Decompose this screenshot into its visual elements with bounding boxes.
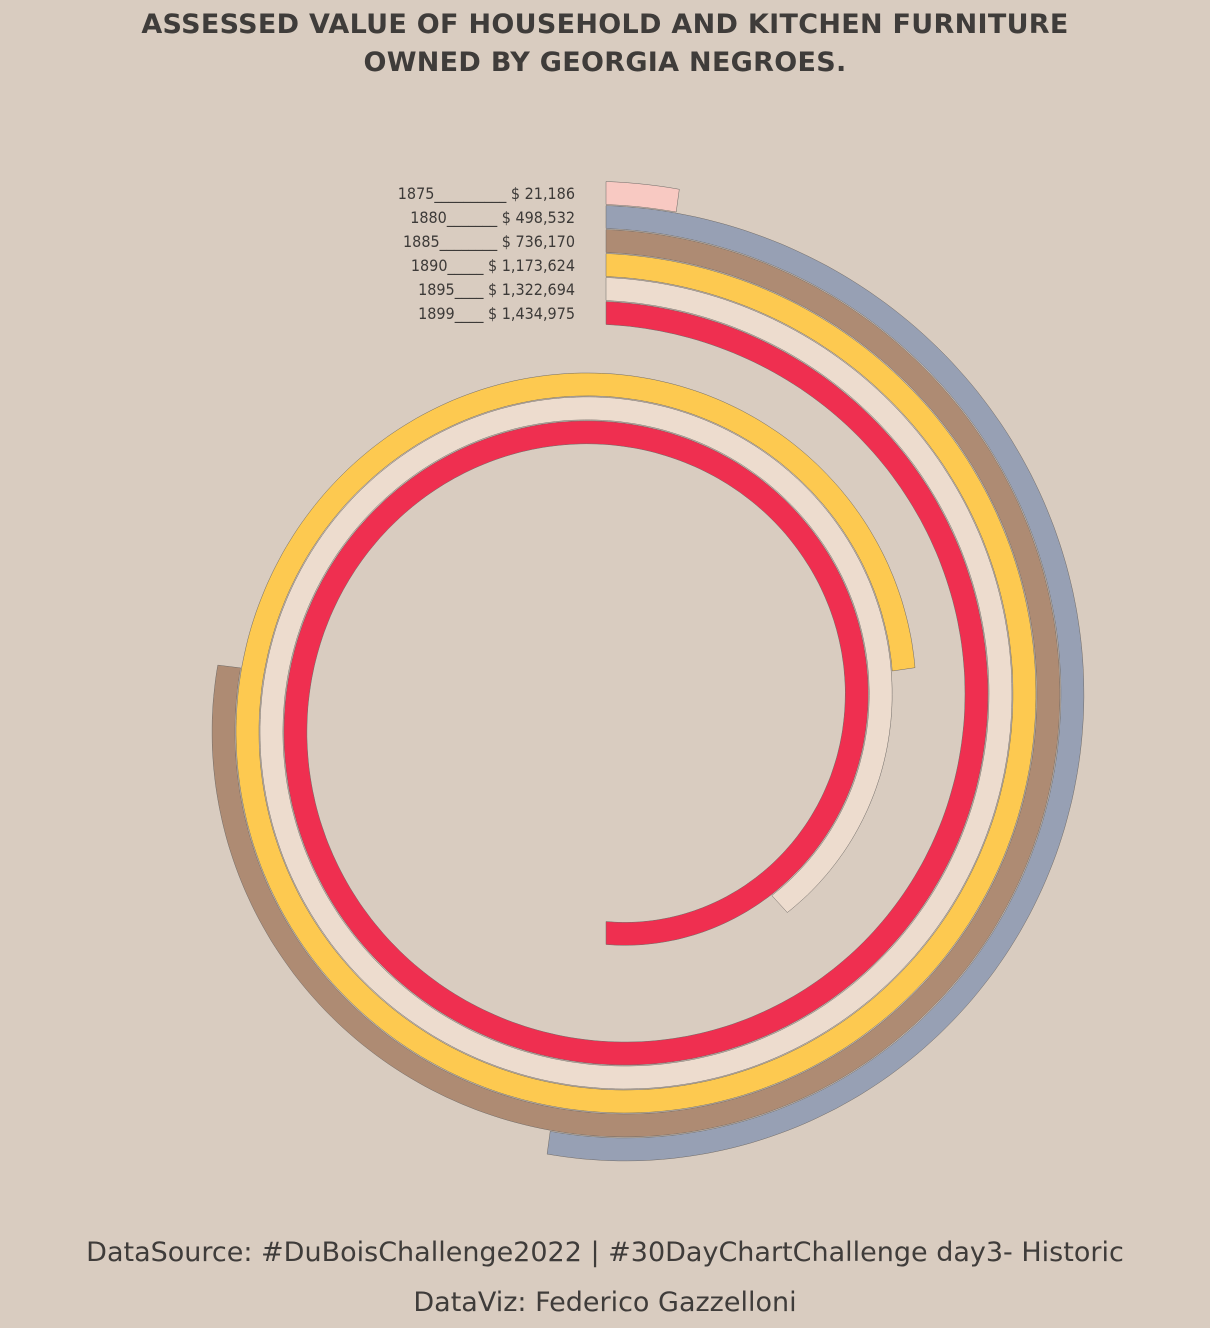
legend-label-1880: 1880_______ $ 498,532 [410, 208, 575, 228]
legend: 1875__________ $ 21,186 1880_______ $ 498… [398, 184, 575, 324]
spiral-bar-1885 [211, 229, 1061, 1138]
caption: DataSource: #DuBoisChallenge2022 | #30Da… [0, 1228, 1210, 1328]
chart-title: ASSESSED VALUE OF HOUSEHOLD AND KITCHEN … [0, 6, 1210, 82]
legend-label-1899: 1899____ $ 1,434,975 [418, 304, 575, 324]
spiral-bar-1890 [235, 253, 1037, 1114]
legend-label-1885: 1885________ $ 736,170 [403, 232, 575, 252]
caption-data-source: DataSource: #DuBoisChallenge2022 | #30Da… [86, 1237, 1124, 1268]
caption-author: DataViz: Federico Gazzelloni [413, 1287, 797, 1318]
chart-title-line-1: ASSESSED VALUE OF HOUSEHOLD AND KITCHEN … [141, 9, 1069, 40]
spiral-bar-1895 [259, 277, 1013, 1090]
spiral-bar-1880 [546, 205, 1085, 1162]
spiral-bar-1899 [283, 301, 989, 1066]
spiral-series-group [211, 181, 1085, 1162]
legend-label-1890: 1890_____ $ 1,173,624 [411, 256, 575, 276]
legend-label-1895: 1895____ $ 1,322,694 [418, 280, 575, 300]
chart-title-line-2: OWNED BY GEORGIA NEGROES. [363, 47, 847, 78]
legend-label-1875: 1875__________ $ 21,186 [398, 184, 575, 204]
spiral-bar-1875 [605, 181, 680, 213]
